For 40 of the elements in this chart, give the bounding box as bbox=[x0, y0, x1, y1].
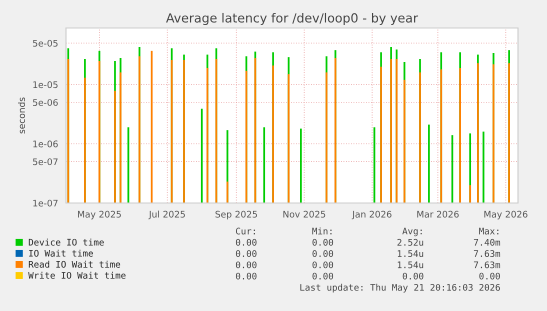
text: Max: bbox=[479, 228, 498, 234]
text: 0.00 bbox=[236, 261, 257, 268]
text: 0.00 bbox=[402, 272, 424, 280]
x-tick-label: Nov 2025 bbox=[283, 210, 326, 218]
text: 0.00 bbox=[236, 250, 257, 258]
text: 0.00 bbox=[236, 238, 257, 246]
legend-label: Write IO Wait time bbox=[28, 272, 126, 279]
text: 1.54u bbox=[398, 262, 424, 268]
y-tick-label: 1e-05 bbox=[33, 81, 58, 88]
text: Min: bbox=[312, 228, 332, 234]
text: Avg: bbox=[402, 228, 422, 236]
x-tick-label: Mar 2026 bbox=[417, 210, 459, 218]
text: Last update: Thu May 21 20:16:03 2026 bbox=[300, 284, 500, 293]
text: 7.63m bbox=[474, 261, 500, 268]
legend-label: Read IO Wait time bbox=[28, 260, 120, 268]
y-tick-label: 5e-07 bbox=[33, 158, 58, 166]
legend-label: IO Wait time bbox=[29, 250, 93, 257]
x-tick-label: May 2026 bbox=[484, 210, 528, 220]
text: 2.52u bbox=[397, 238, 424, 246]
legend-label: Device IO time bbox=[28, 238, 104, 246]
y-tick-label: 5e-06 bbox=[33, 99, 58, 106]
text: 7.40m bbox=[474, 238, 500, 246]
text: 0.00 bbox=[479, 272, 500, 280]
x-tick-label: May 2025 bbox=[78, 210, 121, 220]
text: 0.00 bbox=[236, 272, 257, 280]
x-tick-label: Sep 2025 bbox=[216, 210, 257, 220]
text: 0.00 bbox=[312, 238, 334, 246]
y-axis-title: seconds bbox=[18, 97, 26, 134]
text: 0.00 bbox=[312, 250, 334, 258]
text: Cur: bbox=[236, 228, 255, 234]
text: 7.63m bbox=[474, 250, 500, 258]
x-tick-label: Jul 2025 bbox=[148, 210, 185, 220]
y-tick-label: 1e-06 bbox=[33, 140, 58, 148]
text: 0.00 bbox=[312, 261, 334, 268]
chart-title: Average latency for /dev/loop0 - by year bbox=[166, 12, 418, 26]
y-tick-label: 5e-05 bbox=[33, 40, 58, 47]
text: 0.00 bbox=[312, 272, 334, 280]
y-tick-label: 1e-07 bbox=[33, 200, 58, 207]
x-tick-label: Jan 2026 bbox=[352, 210, 392, 220]
text: 1.54u bbox=[398, 250, 424, 258]
